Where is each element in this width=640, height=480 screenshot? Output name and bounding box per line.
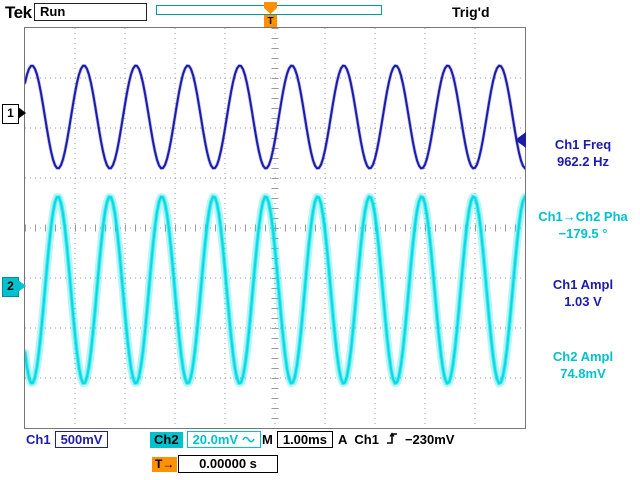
ac-waveform-icon [242,436,255,443]
ch1-marker-arrow-icon [18,107,26,119]
measurement-ch1-freq: Ch1 Freq 962.2 Hz [527,136,639,170]
acquisition-status-label: Run [40,4,66,19]
ch1-position-marker: 1 [2,104,26,124]
measurement-value: 962.2 Hz [556,154,610,169]
tek-logo: Tek [5,3,32,22]
ch1-scale-value: 500mV [54,431,109,448]
datetime: 15 Feb 2011 17:29:56 [531,450,637,480]
trigger-status: Trig'd [452,4,490,20]
ch2-scale-readout: Ch2 20.0mV [150,431,261,450]
ch2-marker-arrow-icon [18,280,26,292]
ch2-label: Ch2 [150,432,183,448]
trigger-source: Ch1 [354,432,379,447]
timebase-value: 1.00ms [276,431,333,448]
measurement-ch1-ampl: Ch1 Ampl 1.03 V [527,276,639,310]
timebase-label: M [262,432,273,447]
trigger-level-value: −230mV [404,432,455,447]
ch1-position-marker-label: 1 [7,106,14,120]
waveform-svg [25,28,525,428]
trigger-level-arrow-icon [515,132,526,148]
ch2-position-marker-label: 2 [7,279,14,293]
graticule [24,27,526,429]
rising-slope-icon [386,432,397,444]
measurement-value: −179.5 ° [558,226,608,241]
ch2-scale-value: 20.0mV [186,431,261,448]
timebase-readout: M 1.00ms [262,431,333,450]
acquisition-status: Run [34,3,147,21]
trigger-position-value: 0.00000 s [178,455,278,473]
trigger-readout: A Ch1 −230mV [338,431,454,450]
ch1-scale-readout: Ch1 500mV [26,431,109,450]
measurement-ch2-ampl: Ch2 Ampl 74.8mV [527,348,639,382]
trigger-group-label: A [338,432,348,447]
trigger-position-chip: T→ [152,457,178,472]
trigger-position-marker-icon [264,2,277,14]
ch1-label: Ch1 [26,432,51,447]
measurement-label: Ch1 Freq [554,137,612,152]
measurement-label: Ch1→Ch2 Pha [538,209,628,224]
ch2-position-marker: 2 [2,277,26,297]
measurement-ch1-ch2-phase: Ch1→Ch2 Pha −179.5 ° [527,208,639,242]
measurement-value: 1.03 V [564,294,602,309]
trigger-marker: T [264,15,277,28]
measurement-label: Ch1 Ampl [552,277,614,292]
measurement-value: 74.8mV [560,366,606,381]
measurement-label: Ch2 Ampl [552,349,614,364]
